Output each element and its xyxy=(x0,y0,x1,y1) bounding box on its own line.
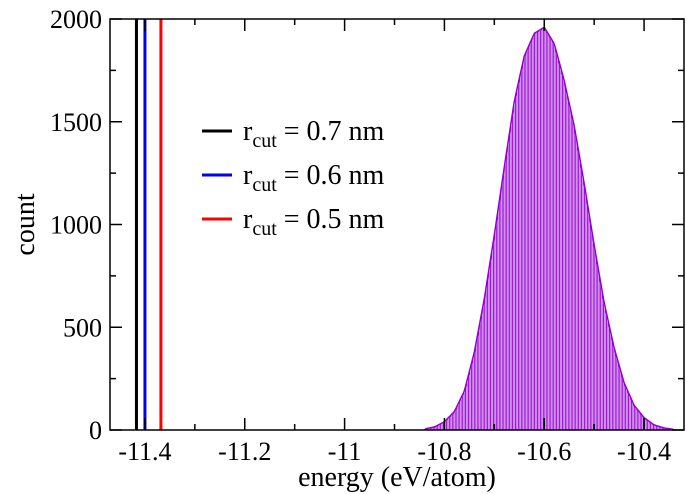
x-tick-label: -11.2 xyxy=(218,437,271,466)
x-tick-label: -10.6 xyxy=(517,437,571,466)
legend-entry: rcut = 0.7 nm xyxy=(243,116,385,152)
histogram-outline xyxy=(423,26,675,431)
y-axis-label: count xyxy=(10,193,41,255)
x-tick-label: -11 xyxy=(328,437,362,466)
vertical-lines-layer xyxy=(134,19,163,430)
legend-entry: rcut = 0.5 nm xyxy=(243,204,385,240)
legend-entry: rcut = 0.6 nm xyxy=(243,160,385,196)
x-tick-label: -10.4 xyxy=(617,437,671,466)
x-tick-label: -11.4 xyxy=(118,437,171,466)
legend: rcut = 0.7 nm rcut = 0.6 nm rcut = 0.5 nm xyxy=(202,116,385,240)
ticks-layer: -11.4 -11.2 -11 -10.8 -10.6 -10.4 0 500 1000 1500… xyxy=(50,5,684,466)
y-tick-label: 1000 xyxy=(50,211,102,240)
x-tick-label: -10.8 xyxy=(417,437,471,466)
y-tick-label: 500 xyxy=(63,313,102,342)
histogram-layer xyxy=(423,26,675,431)
y-tick-label: 2000 xyxy=(50,5,102,34)
y-tick-label: 1500 xyxy=(50,108,102,137)
x-axis-label: energy (eV/atom) xyxy=(298,462,496,493)
y-tick-label: 0 xyxy=(89,416,102,445)
